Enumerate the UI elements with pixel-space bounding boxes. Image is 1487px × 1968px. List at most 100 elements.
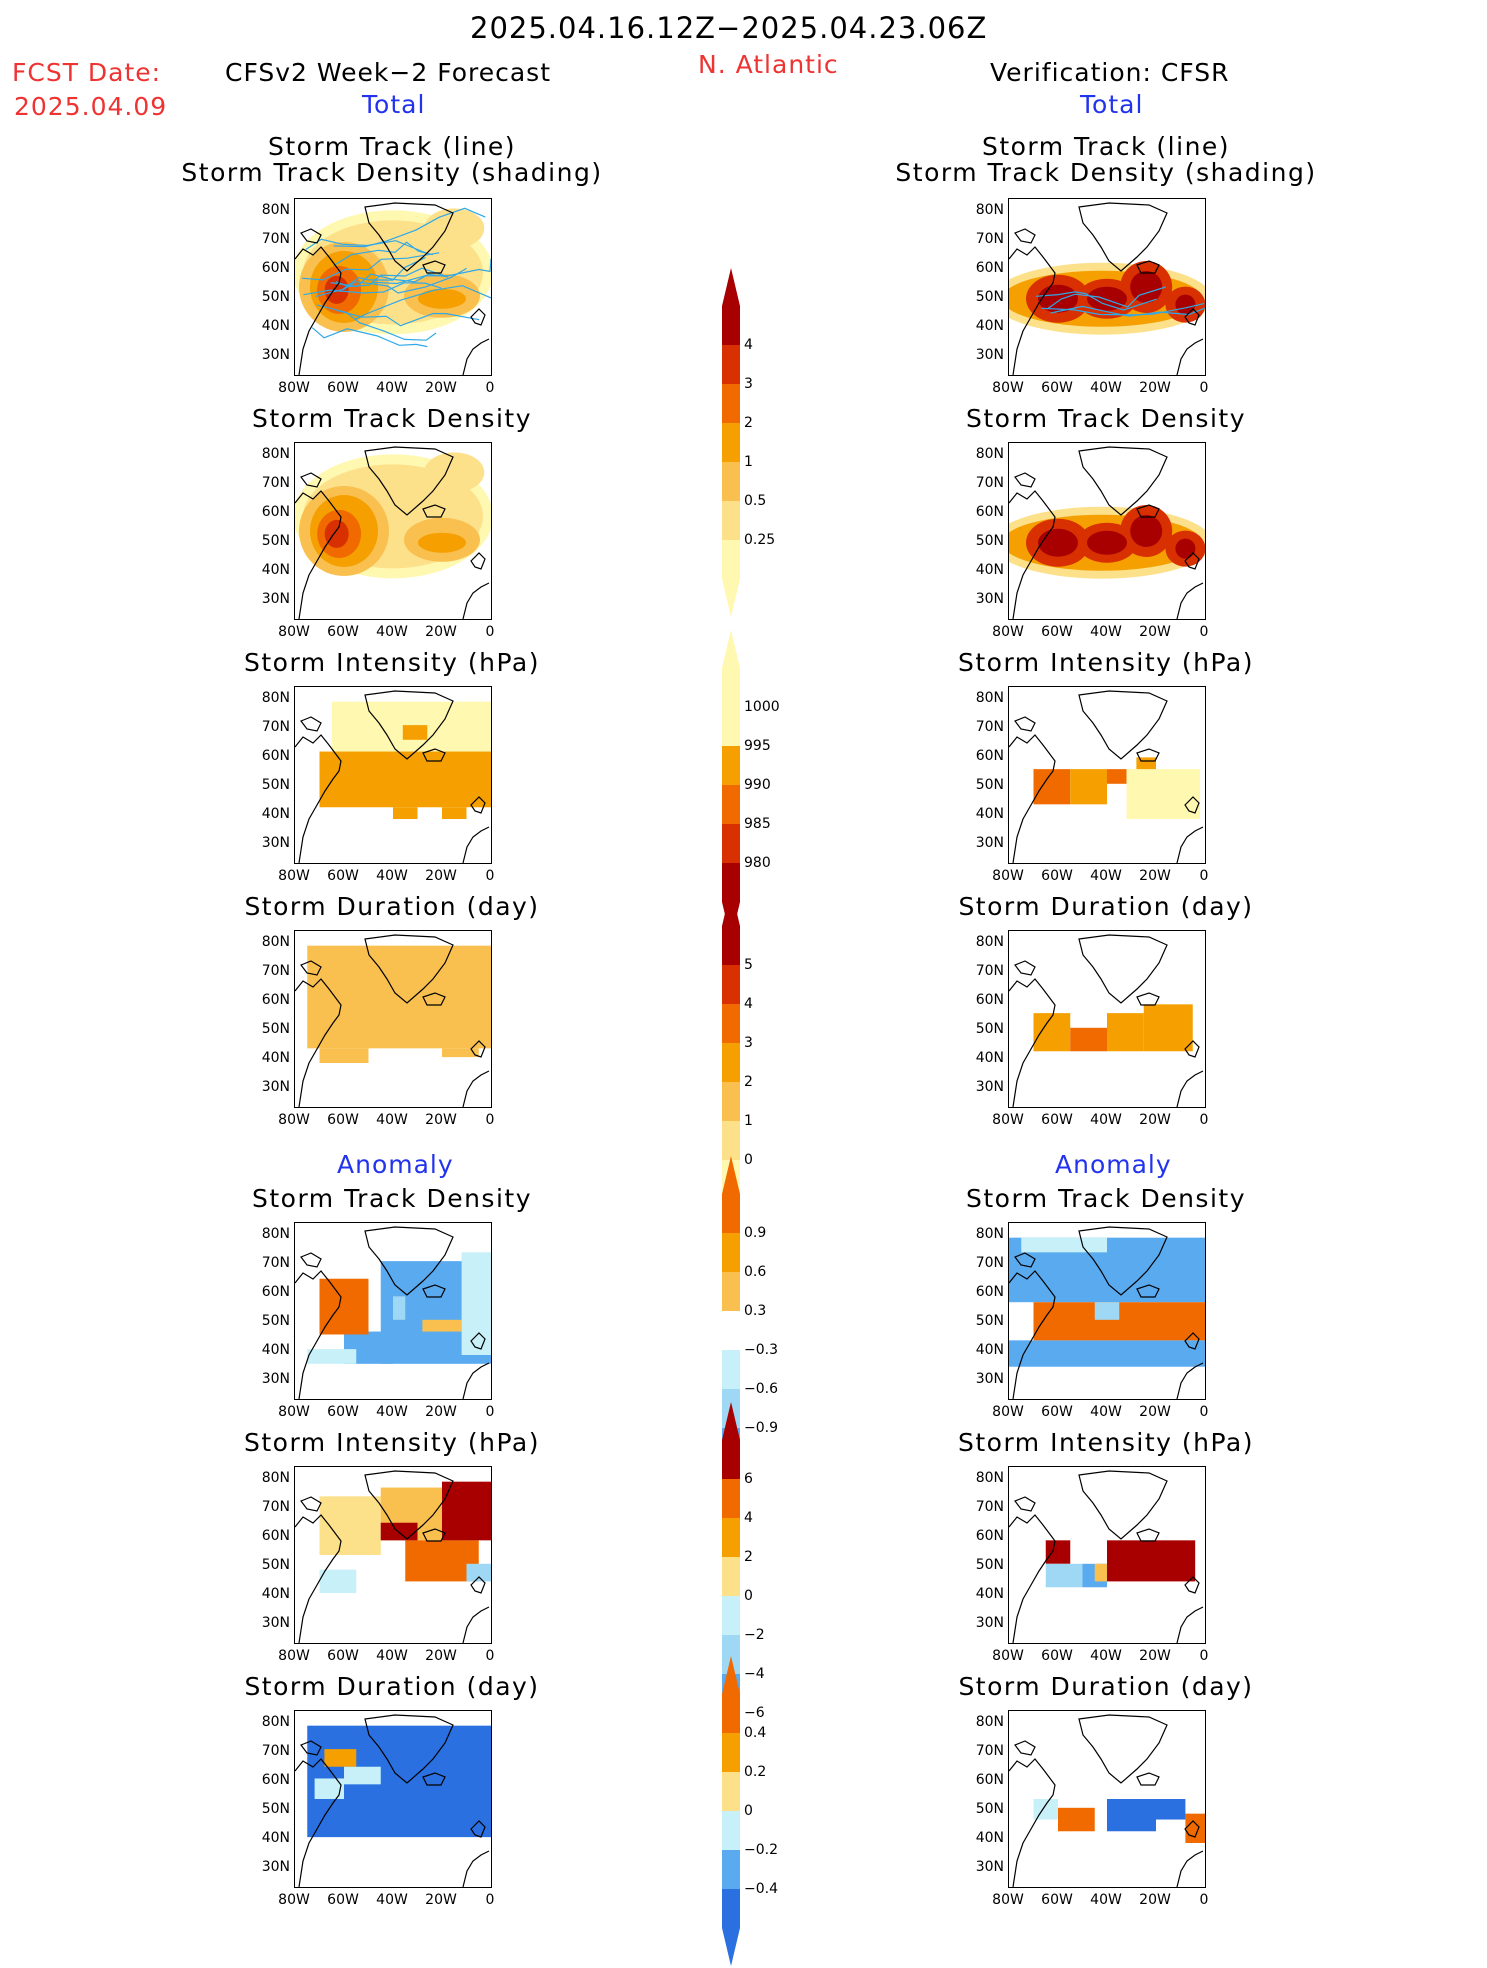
left-anomaly-label: Anomaly [337,1150,454,1179]
map-panel [1008,930,1206,1108]
x-tick-label: 20W [1139,624,1171,640]
coastline-2 [300,1496,322,1512]
density-blob [1087,286,1127,311]
colorbar-segment [722,863,740,902]
colorbar-label: 0.3 [744,1303,767,1319]
colorbar-segment [722,1557,740,1596]
colorbar-cap [722,268,740,306]
y-tick-label: 60N [261,1772,290,1788]
coastline-0 [1078,934,1168,1004]
storm-track-line [316,304,437,341]
colorbar-segment [722,1440,740,1479]
y-tick-label: 30N [975,1371,1004,1387]
coastline-1 [295,734,342,863]
y-tick-label: 80N [975,202,1004,218]
y-tick-label: 40N [975,1830,1004,1846]
colorbar-segment [722,501,740,540]
field-cell [393,1296,406,1320]
field-cell [442,1481,491,1541]
y-tick-label: 60N [975,1528,1004,1544]
colorbar-label: 5 [744,957,753,973]
storm-track-line [332,241,433,267]
field-cell [319,1048,369,1063]
field-cell [402,725,428,740]
field-cell [1156,1799,1186,1820]
y-tick-label: 50N [261,533,290,549]
field-cell [1058,1807,1095,1832]
panel-title: Storm Duration (day) [244,892,540,921]
x-tick-label: 20W [1139,1404,1171,1420]
density-blob [324,275,349,304]
x-tick-label: 60W [327,1892,359,1908]
coastline-1 [295,246,342,375]
coastline-0 [364,1470,454,1540]
x-tick-label: 60W [1041,624,1073,640]
coastline-1 [295,1514,342,1643]
storm-track-line [330,273,447,288]
y-tick-label: 30N [261,1079,290,1095]
y-tick-label: 60N [261,992,290,1008]
colorbar-label: 980 [744,855,771,871]
density-blob [1175,294,1196,315]
x-tick-label: 80W [992,868,1024,884]
y-tick-label: 40N [975,1586,1004,1602]
colorbar-label: 0 [744,1803,753,1819]
coastline-3 [462,1606,490,1643]
map-panel [294,442,492,620]
coastline-1 [295,490,342,619]
y-tick-label: 30N [261,1615,290,1631]
colorbar-segment [722,1889,740,1928]
right-anomaly-label: Anomaly [1055,1150,1172,1179]
colorbar-label: −6 [744,1705,765,1721]
x-tick-label: 0 [485,1112,495,1128]
y-tick-label: 40N [261,1830,290,1846]
y-tick-label: 30N [975,835,1004,851]
colorbar-label: 4 [744,996,753,1012]
x-tick-label: 60W [1041,380,1073,396]
colorbar-label: −2 [744,1627,765,1643]
colorbar-label: 985 [744,816,771,832]
map-plot [1009,1470,1204,1643]
map-panel [1008,1710,1206,1888]
panel-title: Storm Intensity (hPa) [958,648,1254,677]
coastline-1 [1009,734,1056,863]
y-tick-label: 30N [975,1079,1004,1095]
x-tick-label: 20W [1139,1648,1171,1664]
x-tick-label: 40W [376,1404,408,1420]
x-tick-label: 40W [1090,380,1122,396]
y-tick-label: 70N [261,1743,290,1759]
x-tick-label: 40W [1090,1892,1122,1908]
density-blob [424,208,485,249]
coastline-5 [1136,1528,1160,1542]
colorbar-label: 0 [744,1588,753,1604]
colorbar-cap [722,1656,740,1694]
panel-title: Storm Intensity (hPa) [244,1428,540,1457]
y-tick-label: 40N [975,318,1004,334]
field-cell [442,807,467,819]
storm-track-line [1046,286,1166,310]
storm-track-line [336,309,480,327]
coastline-1 [295,1758,342,1887]
colorbar-segment [722,1694,740,1733]
y-tick-label: 60N [261,504,290,520]
map-plot [1009,934,1204,1107]
density-blob [418,532,466,553]
colorbar-label: 6 [744,1471,753,1487]
coastline-0 [364,1226,454,1296]
field-cell [1045,1563,1083,1588]
coastline-0 [364,1714,454,1784]
map-plot [295,1470,491,1643]
colorbar-label: −0.9 [744,1420,778,1436]
y-tick-label: 40N [975,806,1004,822]
colorbar-cap [722,1928,740,1966]
y-tick-label: 80N [261,202,290,218]
panel-title: Storm Track Density [965,1184,1246,1213]
coastline-4 [470,1332,486,1350]
coastline-0 [364,690,454,760]
field-cell [1136,757,1156,770]
colorbar-segment [722,785,740,824]
y-tick-label: 30N [975,1615,1004,1631]
y-tick-label: 40N [261,1586,290,1602]
x-tick-label: 80W [992,1648,1024,1664]
x-tick-label: 80W [278,868,310,884]
